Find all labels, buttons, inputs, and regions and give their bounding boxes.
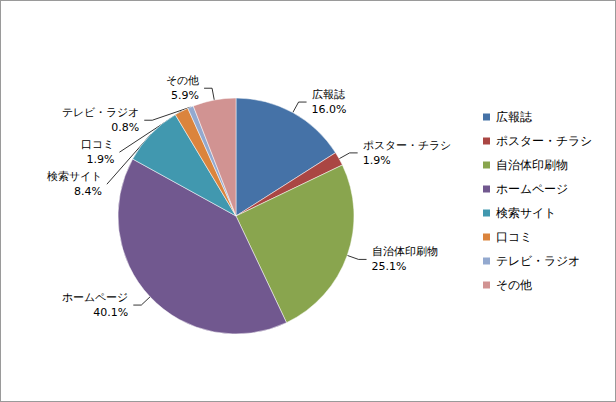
svg-text:ポスター・チラシ: ポスター・チラシ — [363, 139, 451, 152]
svg-text:検索サイト: 検索サイト — [47, 170, 102, 183]
svg-text:その他: その他 — [166, 74, 199, 87]
svg-text:検索サイト: 検索サイト — [496, 206, 556, 220]
svg-text:8.4%: 8.4% — [74, 185, 102, 198]
svg-text:ポスター・チラシ: ポスター・チラシ — [496, 134, 592, 148]
svg-text:1.9%: 1.9% — [86, 153, 114, 166]
svg-text:テレビ・ラジオ: テレビ・ラジオ — [62, 106, 139, 119]
svg-text:ホームページ: ホームページ — [496, 182, 568, 196]
svg-text:1.9%: 1.9% — [363, 154, 391, 167]
svg-text:口コミ: 口コミ — [496, 230, 532, 244]
svg-text:口コミ: 口コミ — [81, 138, 114, 151]
svg-text:その他: その他 — [496, 278, 532, 292]
svg-text:ホームページ: ホームページ — [62, 291, 128, 304]
svg-text:広報誌: 広報誌 — [312, 88, 345, 101]
svg-text:25.1%: 25.1% — [372, 260, 407, 273]
svg-text:自治体印刷物: 自治体印刷物 — [372, 245, 438, 258]
svg-text:5.9%: 5.9% — [171, 89, 199, 102]
svg-text:テレビ・ラジオ: テレビ・ラジオ — [496, 254, 580, 268]
svg-text:広報誌: 広報誌 — [496, 110, 532, 124]
svg-text:自治体印刷物: 自治体印刷物 — [496, 158, 568, 172]
svg-text:0.8%: 0.8% — [111, 121, 139, 134]
svg-text:16.0%: 16.0% — [312, 103, 347, 116]
svg-text:40.1%: 40.1% — [93, 306, 128, 319]
